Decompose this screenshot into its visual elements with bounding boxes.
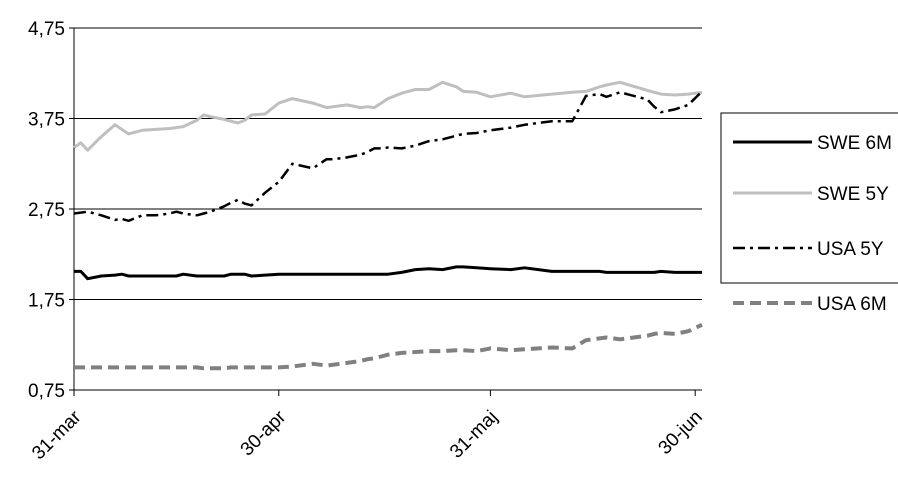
y-tick-label: 3,75	[28, 110, 65, 131]
x-tick-label: 31-mar	[28, 406, 86, 464]
legend: SWE 6M SWE 5Y USA 5Y USA 6M	[720, 112, 898, 315]
x-tick-label: 30-apr	[237, 406, 291, 460]
legend-label: USA 6M	[817, 294, 887, 315]
y-tick-label: 2,75	[28, 200, 65, 221]
series-line	[73, 80, 703, 152]
y-tick-label: 1,75	[28, 291, 65, 312]
series-line	[74, 265, 702, 281]
x-tick-label: 31-maj	[446, 407, 502, 463]
y-tick-label: 4,75	[28, 19, 65, 40]
series-line	[74, 322, 703, 371]
series	[73, 80, 703, 371]
legend-label: SWE 5Y	[817, 184, 889, 205]
x-tick-label: 30-jun	[655, 407, 707, 459]
legend-label: SWE 6M	[817, 133, 892, 154]
series-line	[73, 90, 703, 223]
legend-label: USA 5Y	[817, 239, 884, 260]
y-tick-label: 0,75	[28, 381, 65, 402]
grid	[74, 27, 702, 300]
